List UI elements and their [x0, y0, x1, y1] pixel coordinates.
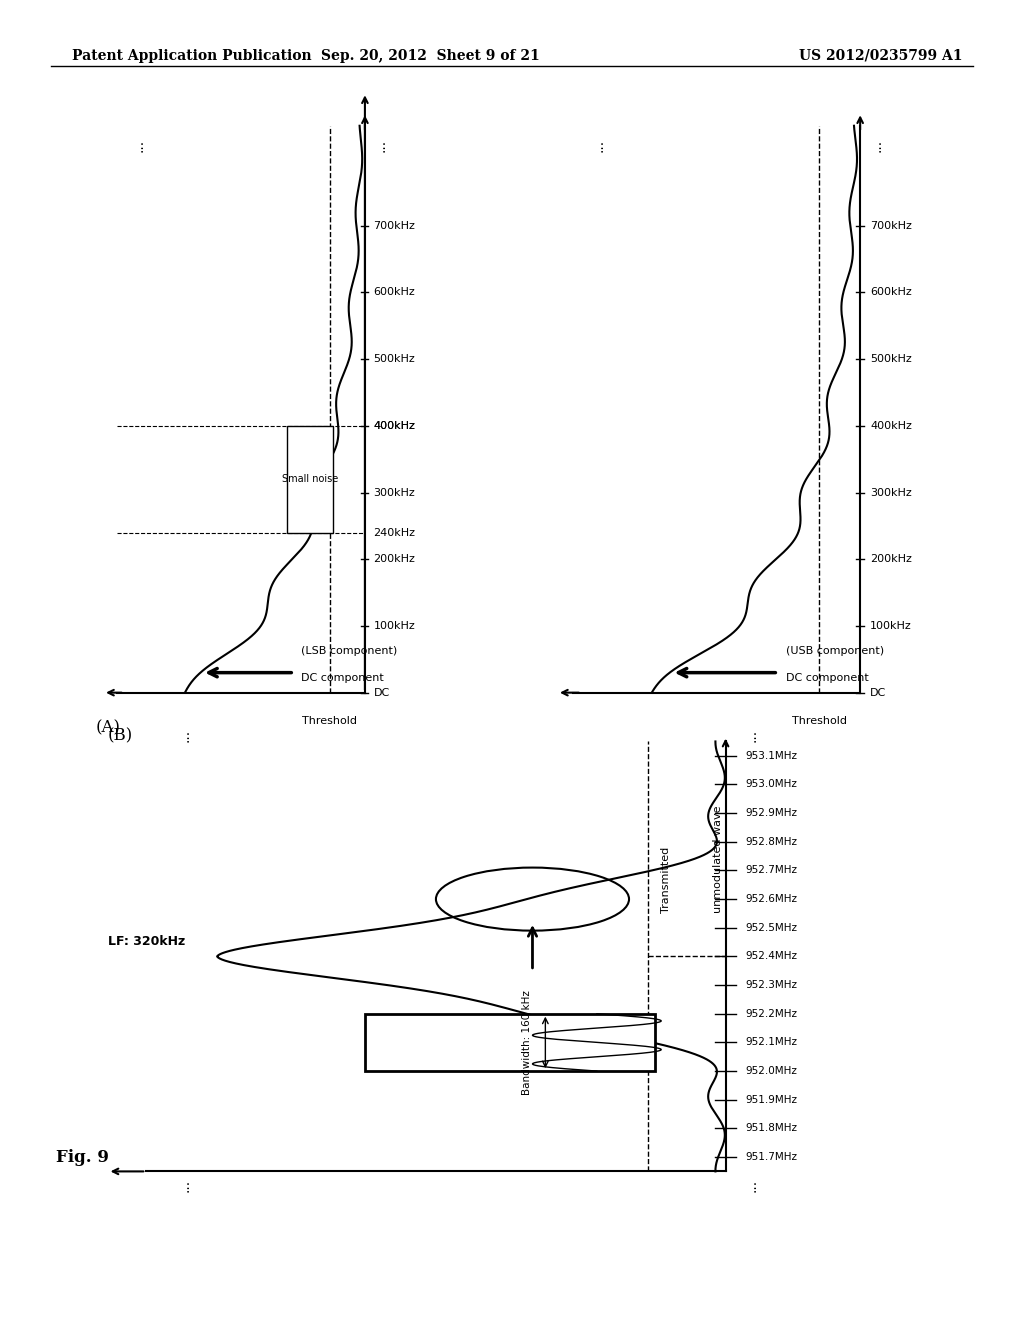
Text: 400kHz: 400kHz [870, 421, 911, 430]
Text: (USB component): (USB component) [786, 645, 885, 656]
Text: 240kHz: 240kHz [374, 528, 416, 537]
Text: (LSB component): (LSB component) [301, 645, 397, 656]
Text: 951.8MHz: 951.8MHz [744, 1123, 797, 1134]
Text: Sep. 20, 2012  Sheet 9 of 21: Sep. 20, 2012 Sheet 9 of 21 [321, 49, 540, 63]
Bar [366, 1014, 654, 1071]
Text: DC component: DC component [301, 673, 384, 682]
Text: ...: ... [131, 139, 145, 152]
Text: Transmitted: Transmitted [662, 847, 671, 913]
Text: 400kHz: 400kHz [374, 421, 416, 430]
Text: 600kHz: 600kHz [374, 288, 415, 297]
Text: Bandwidth: 160 kHz: Bandwidth: 160 kHz [522, 990, 532, 1094]
Text: 300kHz: 300kHz [374, 487, 415, 498]
Text: (B): (B) [108, 727, 133, 744]
Text: 500kHz: 500kHz [870, 354, 911, 364]
Text: DC component: DC component [786, 673, 869, 682]
Text: unmodulated wave: unmodulated wave [713, 807, 723, 913]
Text: 952.8MHz: 952.8MHz [744, 837, 797, 847]
Text: ...: ... [870, 139, 884, 152]
Text: 952.0MHz: 952.0MHz [744, 1067, 797, 1076]
Text: DC: DC [374, 688, 390, 698]
Text: 300kHz: 300kHz [870, 487, 911, 498]
Text: 952.6MHz: 952.6MHz [744, 894, 797, 904]
Text: 700kHz: 700kHz [870, 220, 911, 231]
Text: ...: ... [744, 729, 759, 742]
Text: 100kHz: 100kHz [870, 620, 911, 631]
Text: LF: 320kHz: LF: 320kHz [108, 935, 185, 948]
Text: Small noise: Small noise [282, 474, 338, 484]
Text: 952.1MHz: 952.1MHz [744, 1038, 797, 1048]
Text: 700kHz: 700kHz [374, 220, 416, 231]
Text: ...: ... [178, 729, 191, 742]
Bar [287, 426, 333, 532]
Text: Patent Application Publication: Patent Application Publication [72, 49, 311, 63]
Text: 951.7MHz: 951.7MHz [744, 1152, 797, 1162]
Text: ...: ... [374, 139, 387, 152]
Text: 200kHz: 200kHz [870, 554, 911, 564]
Text: 952.5MHz: 952.5MHz [744, 923, 797, 933]
Text: 952.2MHz: 952.2MHz [744, 1008, 797, 1019]
Text: 952.7MHz: 952.7MHz [744, 866, 797, 875]
Text: 200kHz: 200kHz [374, 554, 416, 564]
Text: 952.9MHz: 952.9MHz [744, 808, 797, 818]
Text: Threshold: Threshold [302, 715, 357, 726]
Text: 952.4MHz: 952.4MHz [744, 952, 797, 961]
Text: 953.0MHz: 953.0MHz [744, 779, 797, 789]
Text: Fig. 9: Fig. 9 [56, 1148, 110, 1166]
Text: Threshold: Threshold [792, 715, 847, 726]
Text: US 2012/0235799 A1: US 2012/0235799 A1 [799, 49, 963, 63]
Text: ...: ... [744, 1179, 759, 1192]
Text: 953.1MHz: 953.1MHz [744, 751, 797, 760]
Text: 400kHz: 400kHz [374, 421, 416, 430]
Text: ...: ... [591, 139, 605, 152]
Text: DC: DC [870, 688, 886, 698]
Text: ...: ... [178, 1179, 191, 1192]
Text: (A): (A) [96, 719, 121, 737]
Text: 951.9MHz: 951.9MHz [744, 1094, 797, 1105]
Text: 100kHz: 100kHz [374, 620, 415, 631]
Text: 500kHz: 500kHz [374, 354, 415, 364]
Text: 952.3MHz: 952.3MHz [744, 979, 797, 990]
Text: 600kHz: 600kHz [870, 288, 911, 297]
